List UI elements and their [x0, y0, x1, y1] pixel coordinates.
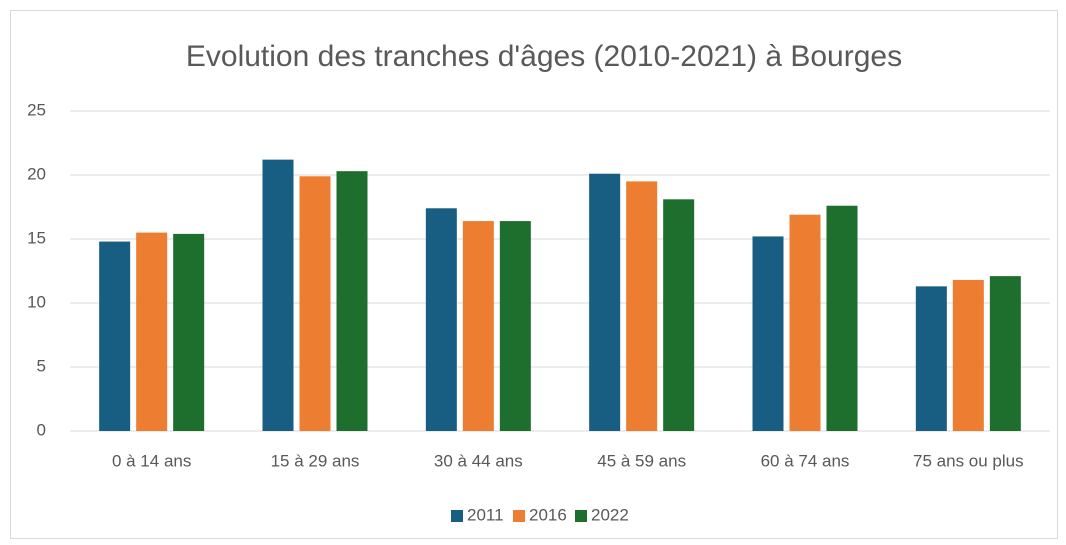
bar — [826, 205, 858, 431]
bar — [299, 176, 331, 431]
y-tick-label: 20 — [27, 164, 46, 183]
bar — [262, 159, 294, 431]
x-tick-label: 60 à 74 ans — [761, 451, 850, 470]
bar — [789, 214, 821, 431]
legend-swatch — [451, 510, 463, 522]
bar — [952, 279, 984, 431]
bar — [626, 181, 658, 431]
legend-label: 2022 — [591, 505, 629, 524]
x-tick-label: 30 à 44 ans — [434, 451, 523, 470]
y-tick-label: 15 — [27, 228, 46, 247]
x-tick-label: 45 à 59 ans — [597, 451, 686, 470]
y-tick-label: 5 — [37, 356, 46, 375]
bar — [99, 241, 131, 431]
bar — [499, 221, 531, 431]
legend-swatch — [513, 510, 525, 522]
bar — [136, 232, 168, 431]
chart-title: Evolution des tranches d'âges (2010-2021… — [186, 40, 902, 73]
legend-label: 2011 — [467, 505, 504, 524]
bar — [336, 171, 368, 431]
bar — [462, 221, 494, 431]
y-tick-label: 0 — [37, 420, 46, 439]
bar — [173, 233, 205, 431]
bar — [663, 199, 695, 431]
legend-swatch — [575, 510, 587, 522]
bar — [915, 286, 947, 431]
bar — [425, 208, 457, 431]
legend-label: 2016 — [529, 505, 567, 524]
bar — [589, 173, 621, 431]
bar — [752, 236, 784, 431]
y-tick-label: 10 — [27, 292, 46, 311]
bar — [989, 276, 1021, 431]
x-tick-label: 75 ans ou plus — [913, 451, 1024, 470]
y-tick-label: 25 — [27, 100, 46, 119]
x-tick-label: 15 à 29 ans — [271, 451, 360, 470]
x-tick-label: 0 à 14 ans — [112, 451, 191, 470]
